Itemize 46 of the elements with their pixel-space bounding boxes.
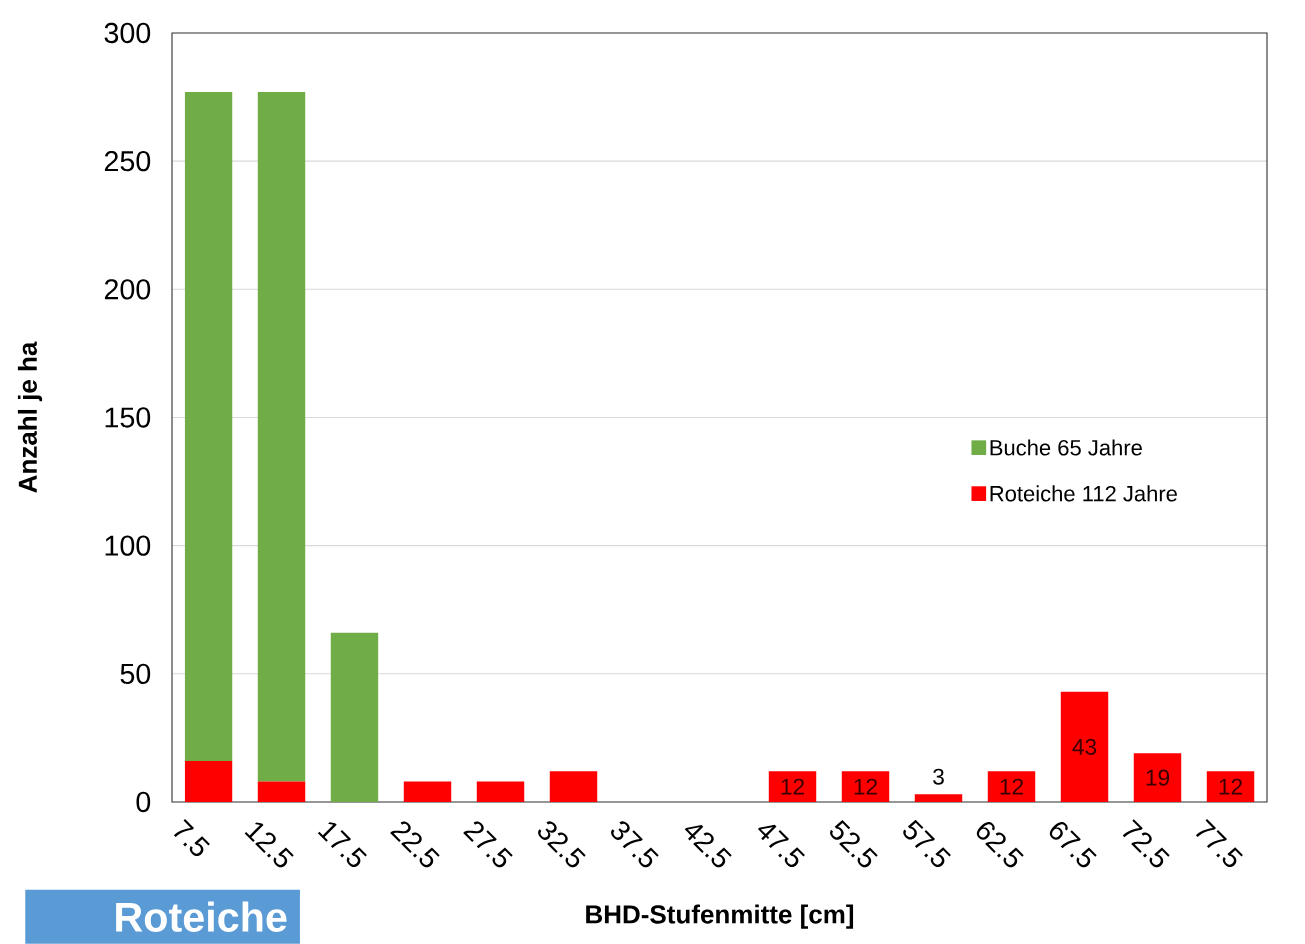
bar <box>1060 691 1109 802</box>
bar <box>987 771 1036 802</box>
y-tick-label: 100 <box>105 535 151 556</box>
legend-label: Buche 65 Jahre <box>990 439 1142 456</box>
bar <box>841 771 890 802</box>
data-label: 12 <box>1000 778 1023 795</box>
data-label: 3 <box>933 768 944 785</box>
data-label: 12 <box>781 778 804 795</box>
bar <box>768 771 817 802</box>
bar <box>1133 753 1182 802</box>
bar <box>184 760 233 802</box>
y-tick-label: 150 <box>105 407 151 428</box>
data-label: 43 <box>1072 738 1097 755</box>
bar <box>403 781 452 802</box>
x-tick-label: 17.5 <box>317 822 367 868</box>
x-tick-label: 32.5 <box>538 821 586 868</box>
x-tick-label: 37.5 <box>611 821 659 868</box>
y-tick-label: 250 <box>104 151 151 172</box>
bar <box>330 632 379 802</box>
x-tick-label: 57.5 <box>903 819 951 868</box>
text: Roteiche <box>116 901 287 932</box>
y-tick-label: 50 <box>120 663 151 684</box>
y-axis-title: Anzahl je ha <box>17 341 43 493</box>
bar <box>184 91 233 761</box>
data-label: 12 <box>854 778 877 795</box>
x-axis-title: BHD-Stufenmitte [cm] <box>586 904 854 929</box>
y-tick-label: 0 <box>136 791 151 813</box>
x-tick-label: 22.5 <box>390 821 440 868</box>
x-tick-label: 27.5 <box>463 821 513 868</box>
bar <box>1206 771 1255 802</box>
y-tick-label: 200 <box>104 279 151 300</box>
x-tick-label: 67.5 <box>1049 822 1097 868</box>
bar <box>549 771 598 802</box>
legend-label: Roteiche 112 Jahre <box>990 485 1177 502</box>
bar <box>914 794 963 802</box>
x-tick-label: 12.5 <box>244 822 294 868</box>
data-label: 12 <box>1219 778 1242 795</box>
bar <box>257 781 306 802</box>
bar <box>257 91 306 782</box>
y-tick-label: 300 <box>104 22 151 44</box>
data-label: 19 <box>1146 769 1170 786</box>
x-tick-label: 42.5 <box>684 824 732 868</box>
x-tick-label: 62.5 <box>976 822 1024 868</box>
bar <box>476 781 525 802</box>
x-tick-label: 7.5 <box>173 819 210 857</box>
x-tick-label: 47.5 <box>757 824 805 868</box>
